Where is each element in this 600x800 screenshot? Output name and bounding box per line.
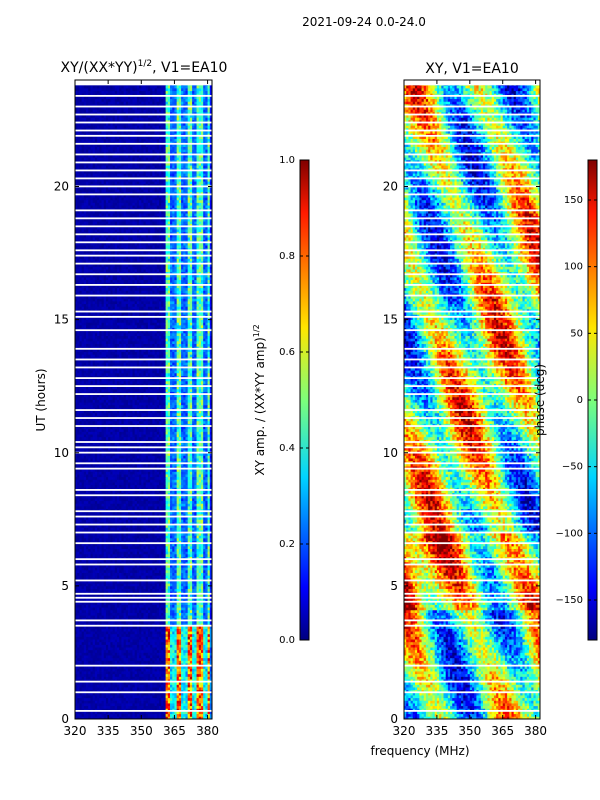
ytick-label: 15 [54, 313, 69, 327]
colorbar2-ticks: −150 −100 −50 0 50 100 150 [556, 195, 597, 606]
ytick-label: 5 [390, 579, 398, 593]
ytick-label: 20 [54, 180, 69, 194]
xtick-label: 335 [97, 724, 120, 738]
colorbar1-ticks: 0.0 0.2 0.4 0.6 0.8 1.0 [279, 155, 309, 646]
xtick-label: 350 [458, 724, 481, 738]
cbar-tick-label: 150 [564, 195, 583, 206]
ytick-label: 5 [61, 579, 69, 593]
panel2-xticks: 320 335 350 365 380 [393, 80, 547, 738]
panel1-title-tail: , V1=EA10 [152, 60, 227, 76]
ytick-label: 10 [383, 446, 398, 460]
cbar-tick-label: −150 [556, 595, 583, 606]
cbar-tick-label: 0 [577, 395, 583, 406]
xtick-label: 380 [524, 724, 547, 738]
panel2-heatmap [404, 80, 540, 719]
xtick-label: 365 [163, 724, 186, 738]
colorbar1-label-exp: 1/2 [252, 324, 261, 337]
cbar-tick-label: −100 [556, 528, 583, 539]
panel2-axes-frame [403, 79, 541, 720]
xtick-label: 320 [393, 724, 416, 738]
cbar-tick-label: 0.0 [279, 635, 295, 646]
cbar-tick-label: 1.0 [279, 155, 295, 166]
colorbar1-label: XY amp. / (XX*YY amp)1/2 [252, 324, 267, 475]
panel1-title-exp: 1/2 [138, 59, 152, 69]
ytick-label: 20 [383, 180, 398, 194]
colorbar2-label: phase (deg) [533, 364, 547, 436]
cbar-tick-label: 100 [564, 262, 583, 273]
cbar-tick-label: 0.4 [279, 443, 295, 454]
figure-suptitle: 2021-09-24 0.0-24.0 [302, 15, 426, 29]
cbar-tick-label: 0.2 [279, 539, 295, 550]
panel2-xlabel: frequency (MHz) [370, 744, 469, 758]
panel1-yticks: 0 5 10 15 20 [54, 180, 212, 726]
panel1-heatmap [75, 80, 212, 719]
xtick-label: 380 [196, 724, 219, 738]
xtick-label: 350 [130, 724, 153, 738]
panel1-axes-frame [74, 79, 213, 720]
panel2-yticks: 0 5 10 15 20 [383, 180, 540, 726]
ytick-label: 0 [390, 712, 398, 726]
panel1-title: XY/(XX*YY)1/2, V1=EA10 [61, 59, 228, 76]
ytick-label: 15 [383, 313, 398, 327]
ytick-label: 0 [61, 712, 69, 726]
xtick-label: 320 [64, 724, 87, 738]
panel1-title-main: XY/(XX*YY) [61, 60, 138, 76]
panel2-title: XY, V1=EA10 [425, 61, 519, 77]
xtick-label: 335 [425, 724, 448, 738]
cbar-tick-label: −50 [562, 462, 583, 473]
colorbar1-label-main: XY amp. / (XX*YY amp) [253, 337, 267, 475]
xtick-label: 365 [491, 724, 514, 738]
panel1-ylabel: UT (hours) [34, 368, 48, 431]
panel1-xticks: 320 335 350 365 380 [64, 80, 219, 738]
cbar-tick-label: 0.8 [279, 251, 295, 262]
colorbar1 [299, 159, 310, 641]
cbar-tick-label: 0.6 [279, 347, 295, 358]
cbar-tick-label: 50 [570, 328, 583, 339]
ytick-label: 10 [54, 446, 69, 460]
